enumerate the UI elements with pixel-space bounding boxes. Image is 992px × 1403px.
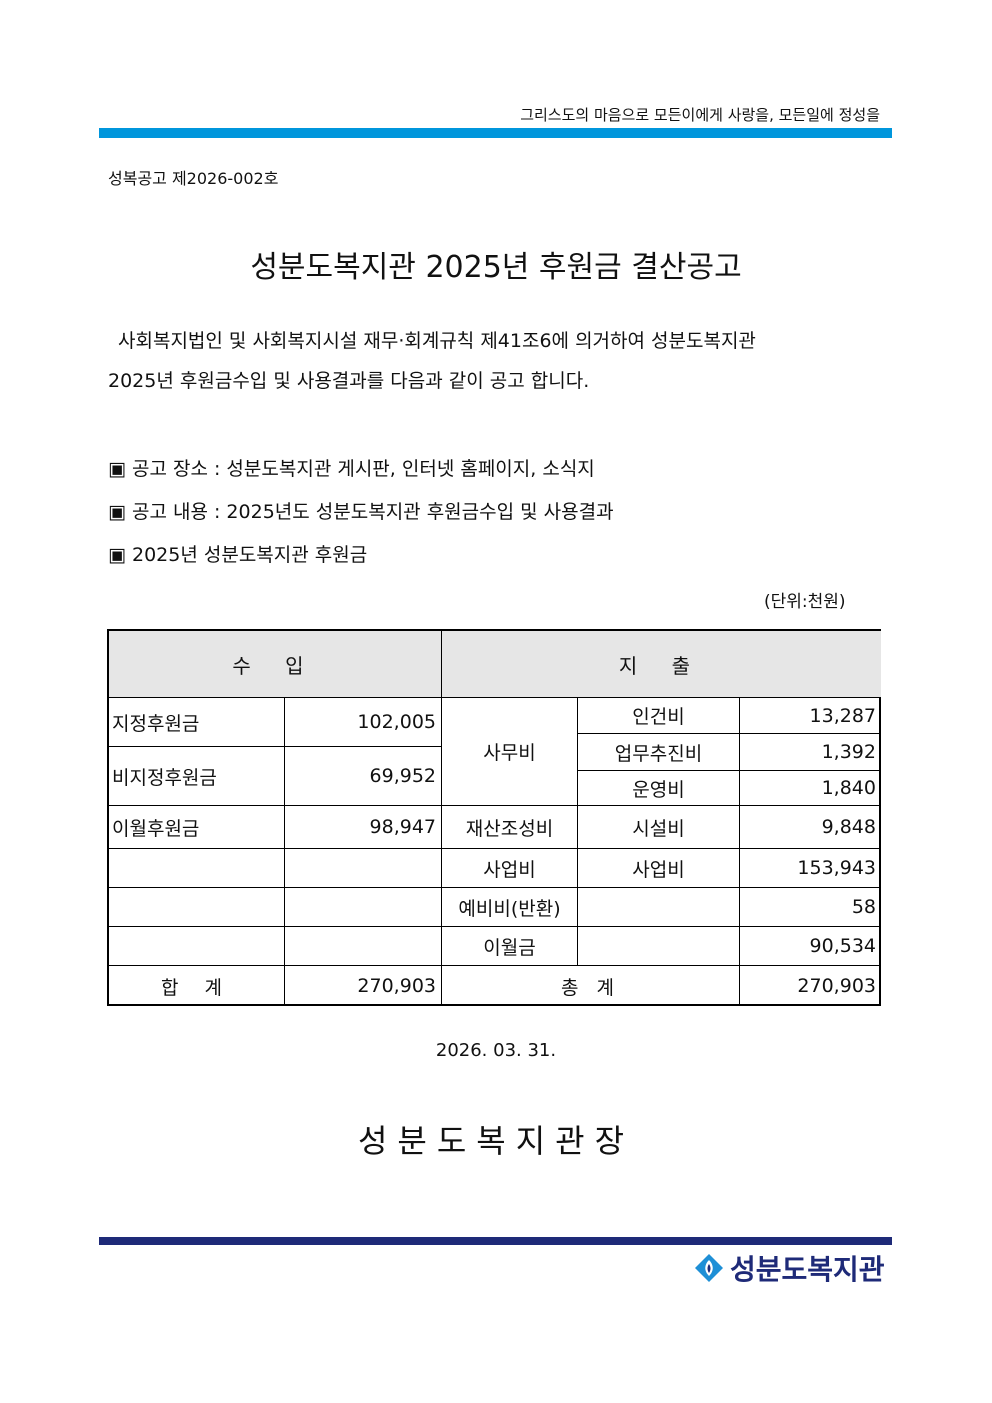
expense-category: 재산조성비 bbox=[442, 806, 578, 849]
empty-cell bbox=[109, 849, 285, 888]
organization-logo: 성분도복지관 bbox=[694, 1248, 885, 1288]
expense-category: 사업비 bbox=[442, 849, 578, 888]
intro-line-1: 사회복지법인 및 사회복지시설 재무·회계규칙 제41조6에 의거하여 성분도복… bbox=[118, 330, 756, 352]
top-divider bbox=[99, 128, 892, 138]
bullet-table-title: ▣ 2025년 성분도복지관 후원금 bbox=[108, 544, 368, 566]
income-value: 69,952 bbox=[285, 747, 442, 806]
expense-header: 지 출 bbox=[442, 631, 881, 698]
expense-item: 업무추진비 bbox=[578, 734, 740, 771]
expense-total: 270,903 bbox=[797, 975, 876, 997]
empty-cell bbox=[109, 888, 285, 927]
logo-emblem-icon bbox=[695, 1254, 723, 1282]
bottom-divider bbox=[99, 1237, 892, 1245]
expense-category: 이월금 bbox=[442, 927, 578, 966]
notice-date: 2026. 03. 31. bbox=[435, 1040, 557, 1061]
empty-cell bbox=[109, 927, 285, 966]
expense-value: 153,943 bbox=[740, 849, 881, 888]
expense-category: 사무비 bbox=[442, 698, 578, 806]
income-value: 102,005 bbox=[285, 698, 442, 747]
expense-value: 9,848 bbox=[740, 806, 881, 849]
expense-value: 13,287 bbox=[740, 698, 881, 734]
expense-category: 예비비(반환) bbox=[442, 888, 578, 927]
expense-value: 90,534 bbox=[740, 927, 881, 966]
intro-line-2: 2025년 후원금수입 및 사용결과를 다음과 같이 공고 합니다. bbox=[108, 370, 590, 392]
logo-text: 성분도복지관 bbox=[730, 1253, 885, 1286]
expense-item: 사업비 bbox=[578, 849, 740, 888]
income-label: 이월후원금 bbox=[109, 806, 285, 849]
income-total-label: 합 계 bbox=[109, 966, 285, 1006]
expense-value: 1,840 bbox=[740, 771, 881, 806]
expense-total-label: 총 계 bbox=[442, 966, 740, 1006]
empty-cell bbox=[285, 849, 442, 888]
income-value: 98,947 bbox=[285, 806, 442, 849]
settlement-table: 수 입 지 출 지정후원금 102,005 비지정후원금 69,952 이월후원… bbox=[107, 629, 881, 1006]
expense-value: 58 bbox=[740, 888, 881, 927]
bullet-content: ▣ 공고 내용 : 2025년도 성분도복지관 후원금수입 및 사용결과 bbox=[108, 501, 614, 523]
income-label: 비지정후원금 bbox=[109, 747, 285, 806]
expense-item: 인건비 bbox=[578, 698, 740, 734]
empty-cell bbox=[578, 888, 740, 927]
expense-value: 1,392 bbox=[740, 734, 881, 771]
document-number: 성복공고 제2026-002호 bbox=[108, 169, 279, 188]
income-total: 270,903 bbox=[285, 966, 442, 1006]
expense-item: 운영비 bbox=[578, 771, 740, 806]
empty-cell bbox=[578, 927, 740, 966]
empty-cell bbox=[285, 888, 442, 927]
income-header: 수 입 bbox=[109, 631, 442, 698]
income-label: 지정후원금 bbox=[109, 698, 285, 747]
page-title: 성분도복지관 2025년 후원금 결산공고 bbox=[250, 250, 742, 285]
empty-cell bbox=[285, 927, 442, 966]
expense-item: 시설비 bbox=[578, 806, 740, 849]
bullet-location: ▣ 공고 장소 : 성분도복지관 게시판, 인터넷 홈페이지, 소식지 bbox=[108, 458, 595, 480]
signature: 성분도복지관장 bbox=[357, 1122, 635, 1160]
slogan: 그리스도의 마음으로 모든이에게 사랑을, 모든일에 정성을 bbox=[520, 106, 880, 124]
unit-label: (단위:천원) bbox=[764, 592, 846, 612]
